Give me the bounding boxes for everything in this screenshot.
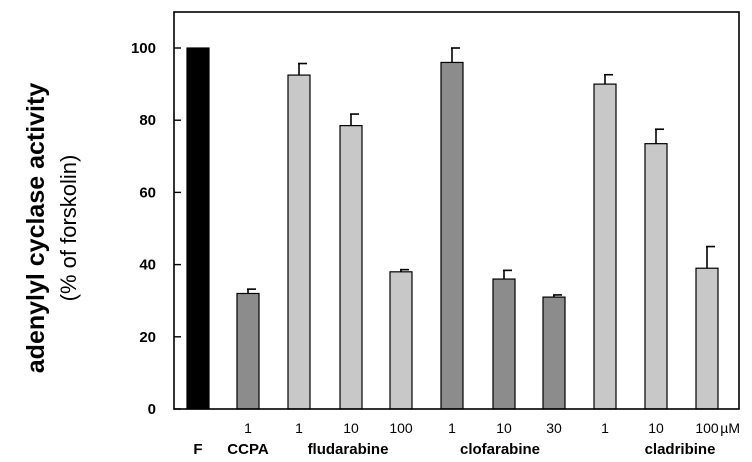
error-bars <box>247 47 715 298</box>
group-labels: F CCPA fludarabine clofarabine cladribine <box>193 441 715 458</box>
y-tick-label: 40 <box>139 257 156 274</box>
dose-label: 100 <box>695 420 719 436</box>
dose-label: 1 <box>244 420 252 436</box>
y-tick-label: 100 <box>131 40 156 57</box>
dose-label: 10 <box>648 420 664 436</box>
dose-unit-label: µM <box>720 420 740 436</box>
dose-label: 10 <box>343 420 359 436</box>
group-label: fludarabine <box>308 441 389 458</box>
bar <box>339 125 363 410</box>
group-label: CCPA <box>227 441 269 458</box>
y-tick-label: 80 <box>139 112 156 129</box>
y-axis-sublabel: (% of forskolin) <box>56 155 81 302</box>
plot-frame <box>173 11 740 410</box>
dose-label: 1 <box>295 420 303 436</box>
bar <box>389 271 413 410</box>
y-tick-label: 0 <box>148 401 156 418</box>
bar <box>644 143 668 410</box>
dose-label: 100 <box>389 420 413 436</box>
bar <box>236 292 260 410</box>
bar <box>542 296 566 410</box>
y-axis-ticks: 0 20 40 60 80 100 <box>131 40 181 418</box>
y-tick-label: 20 <box>139 329 156 346</box>
group-label: F <box>193 441 202 458</box>
group-label: clofarabine <box>460 441 540 458</box>
dose-label: 30 <box>546 420 562 436</box>
bar <box>287 74 311 410</box>
y-axis-label: adenylyl cyclase activity <box>22 83 50 374</box>
y-axis-title: adenylyl cyclase activity (% of forskoli… <box>22 83 81 374</box>
group-label: cladribine <box>645 441 716 458</box>
dose-labels: 1 1 10 100 1 10 30 1 10 100 <box>244 420 719 436</box>
dose-label: 1 <box>601 420 609 436</box>
dose-label: 1 <box>448 420 456 436</box>
bar <box>492 278 516 410</box>
bar <box>440 61 464 410</box>
y-tick-label: 60 <box>139 184 156 201</box>
bars <box>186 47 719 410</box>
bar <box>593 83 617 410</box>
dose-label: 10 <box>496 420 512 436</box>
bar <box>186 47 210 410</box>
bar <box>695 267 719 410</box>
